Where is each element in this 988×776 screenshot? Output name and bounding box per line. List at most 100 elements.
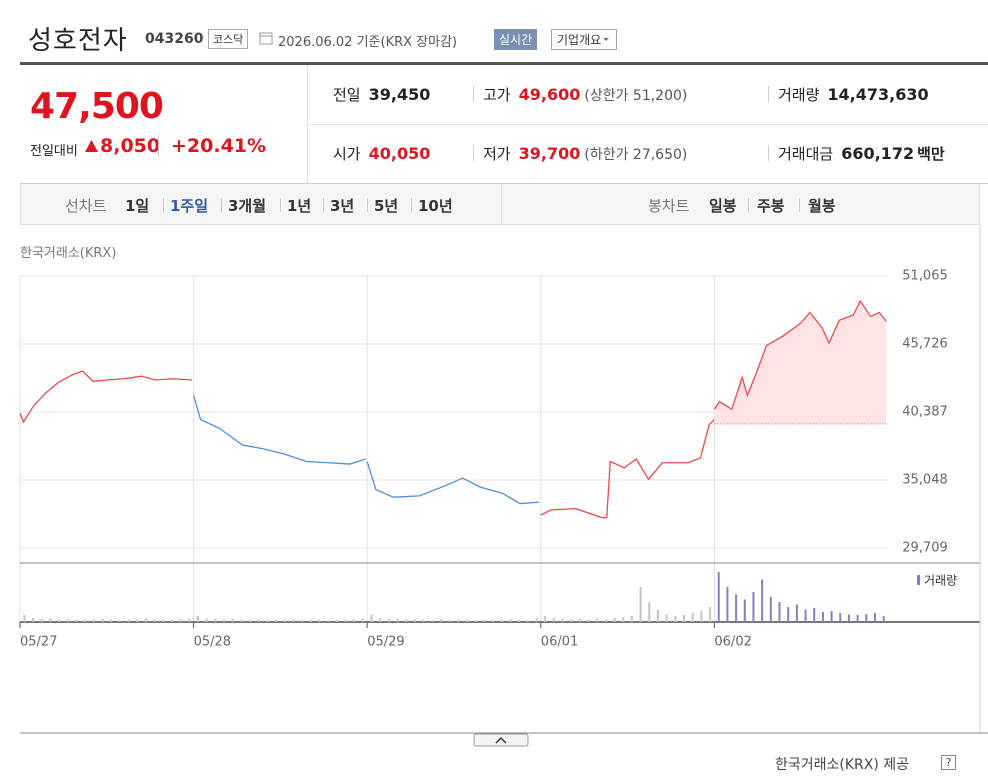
volume-bar bbox=[604, 619, 607, 622]
volume-bar bbox=[101, 619, 104, 622]
collapse-button[interactable] bbox=[473, 733, 529, 747]
x-tick-label: 06/02 bbox=[714, 635, 751, 650]
stat: 전일 39,450 bbox=[333, 84, 430, 105]
footer-credit: 한국거래소(KRX) 제공 bbox=[775, 757, 910, 773]
tab-group-label: 선차트 bbox=[65, 197, 107, 215]
volume-bar bbox=[882, 616, 885, 622]
volume-bar bbox=[413, 619, 416, 622]
stat-label: 전일 bbox=[333, 86, 361, 104]
calendar-icon bbox=[259, 32, 273, 45]
volume-bar bbox=[865, 614, 868, 622]
volume-bar bbox=[535, 619, 538, 622]
tab-separator bbox=[163, 198, 164, 212]
volume-bar bbox=[561, 619, 564, 622]
volume-bar bbox=[700, 611, 703, 622]
separator bbox=[473, 145, 474, 161]
divider bbox=[20, 62, 988, 65]
legend-label: 거래량 bbox=[924, 574, 957, 588]
help-button[interactable]: ? bbox=[941, 755, 956, 770]
volume-bar bbox=[75, 619, 78, 622]
volume-bar bbox=[405, 619, 408, 622]
stat-label: 저가 bbox=[483, 145, 511, 163]
volume-bar bbox=[127, 619, 130, 622]
volume-bar bbox=[761, 579, 764, 622]
volume-bar bbox=[752, 592, 755, 622]
tab[interactable]: 일봉 bbox=[709, 197, 737, 215]
x-tick-label: 05/29 bbox=[367, 635, 404, 650]
volume-bar bbox=[622, 617, 625, 622]
volume-bar bbox=[188, 618, 191, 622]
volume-bar bbox=[240, 619, 243, 622]
volume-bar bbox=[110, 619, 113, 622]
volume-bar bbox=[205, 618, 208, 622]
volume-bar bbox=[222, 619, 225, 622]
x-tick-label: 05/27 bbox=[20, 635, 57, 650]
volume-bar bbox=[804, 609, 807, 622]
volume-bar bbox=[387, 619, 390, 622]
volume-bar bbox=[335, 620, 338, 622]
volume-bar bbox=[769, 597, 772, 622]
x-tick-label: 05/28 bbox=[194, 635, 231, 650]
volume-bar bbox=[665, 614, 668, 622]
tab[interactable]: 주봉 bbox=[757, 197, 785, 215]
volume-bar bbox=[396, 619, 399, 622]
stat-note: (하한가 27,650) bbox=[584, 147, 688, 163]
y-tick-label: 40,387 bbox=[902, 405, 948, 420]
volume-bar bbox=[639, 587, 642, 622]
stat-note: (상한가 51,200) bbox=[584, 88, 688, 104]
y-tick-label: 51,065 bbox=[902, 269, 948, 284]
stat-value: 39,700 bbox=[518, 144, 581, 163]
company-button[interactable]: 기업개요 bbox=[551, 29, 618, 50]
tab[interactable]: 10년 bbox=[418, 197, 453, 215]
volume-bar bbox=[552, 618, 555, 622]
tab[interactable]: 1주일 bbox=[170, 197, 209, 215]
volume-bar bbox=[830, 611, 833, 622]
volume-bar bbox=[162, 620, 165, 622]
tab[interactable]: 월봉 bbox=[808, 197, 836, 215]
tab-separator bbox=[280, 198, 281, 212]
volume-bar bbox=[466, 620, 469, 622]
tab[interactable]: 3년 bbox=[330, 197, 355, 215]
chart-source: 한국거래소(KRX) bbox=[20, 246, 117, 261]
realtime-button[interactable]: 실시간 bbox=[494, 29, 538, 50]
stat-unit: 백만 bbox=[917, 145, 945, 163]
separator bbox=[768, 145, 769, 161]
stat-value: 14,473,630 bbox=[827, 85, 929, 104]
volume-bar bbox=[648, 602, 651, 622]
volume-bar bbox=[275, 619, 278, 622]
stat-label: 거래대금 bbox=[778, 145, 834, 163]
volume-bar bbox=[813, 608, 816, 622]
tab[interactable]: 1일 bbox=[125, 197, 150, 215]
volume-bar bbox=[153, 619, 156, 622]
volume-bar bbox=[683, 615, 686, 622]
tab[interactable]: 3개월 bbox=[228, 197, 267, 215]
basis: 기준(KRX 장마감) bbox=[356, 35, 458, 50]
date: 2026.06.02 bbox=[278, 35, 353, 50]
volume-bar bbox=[709, 607, 712, 622]
volume-bar bbox=[578, 619, 581, 622]
volume-bar bbox=[630, 616, 633, 622]
stat-value: 49,600 bbox=[518, 85, 581, 104]
tab-separator bbox=[411, 198, 412, 212]
tab[interactable]: 5년 bbox=[374, 197, 399, 215]
volume-bar bbox=[778, 602, 781, 622]
volume-bar bbox=[32, 618, 35, 622]
stat-value: 40,050 bbox=[368, 144, 431, 163]
volume-bar bbox=[58, 619, 61, 622]
stat-label: 거래량 bbox=[778, 86, 820, 104]
volume-bar bbox=[283, 620, 286, 622]
volume-bar bbox=[873, 613, 876, 622]
volume-bar bbox=[787, 607, 790, 622]
separator bbox=[768, 86, 769, 102]
volume-bar bbox=[301, 620, 304, 622]
price-line bbox=[19, 370, 192, 424]
tab-separator bbox=[367, 198, 368, 212]
tab[interactable]: 1년 bbox=[287, 197, 312, 215]
volume-bar bbox=[266, 620, 269, 622]
volume-bar bbox=[570, 619, 573, 622]
volume-bar bbox=[656, 609, 659, 622]
y-tick-label: 35,048 bbox=[902, 473, 948, 488]
volume-bar bbox=[379, 618, 382, 622]
stat: 거래대금 660,172 백만 bbox=[778, 143, 945, 164]
volume-bar bbox=[743, 599, 746, 622]
